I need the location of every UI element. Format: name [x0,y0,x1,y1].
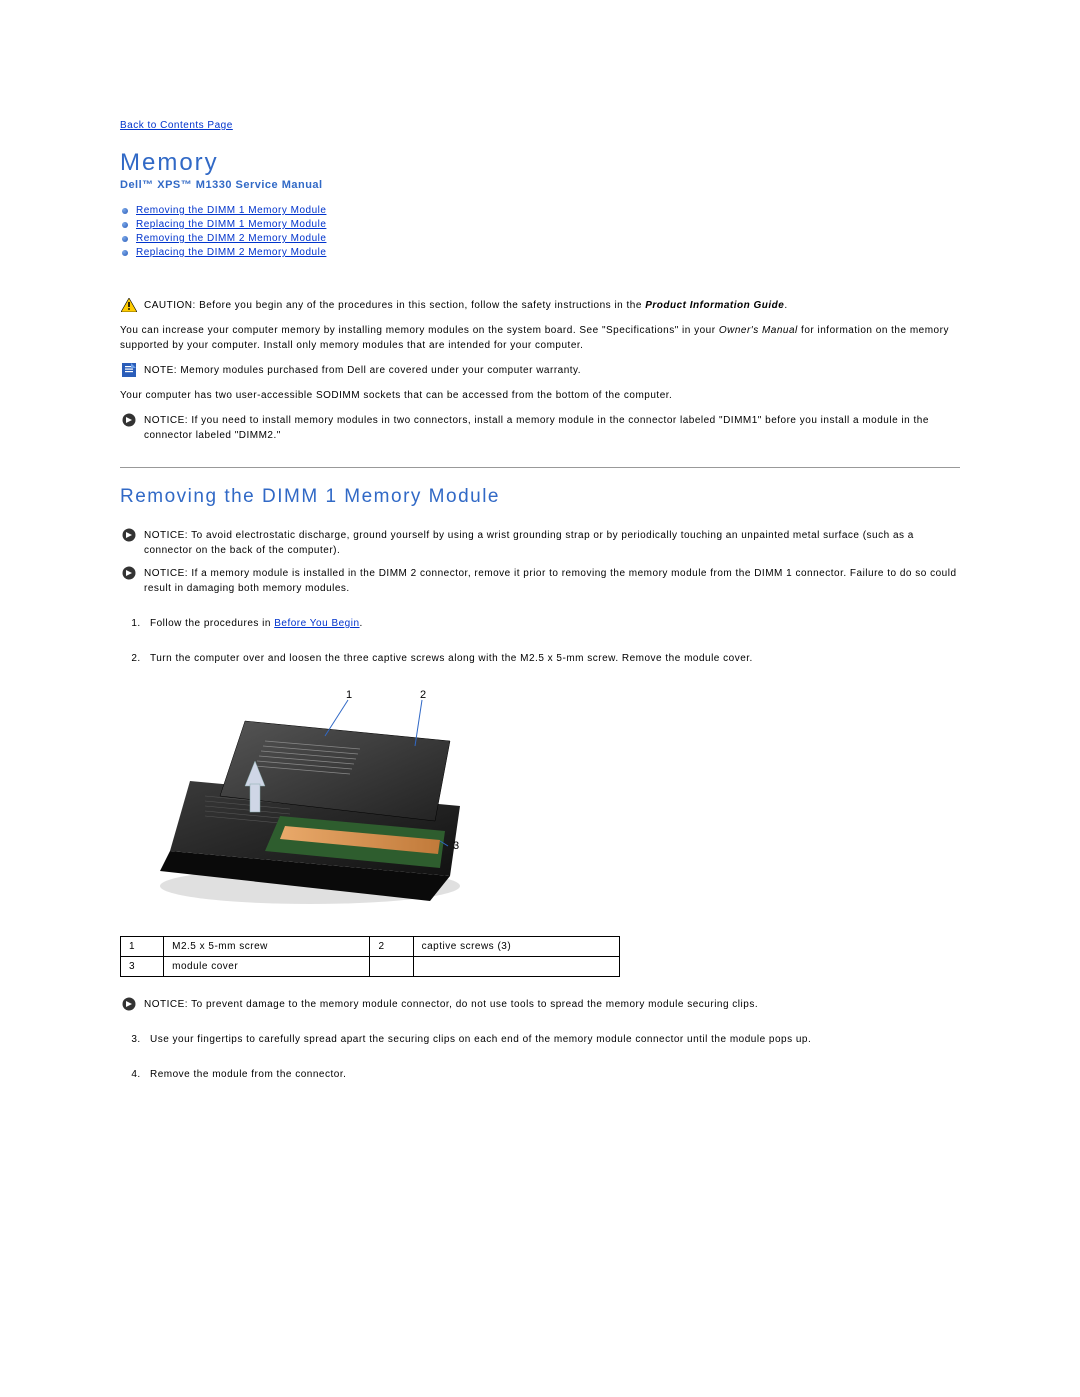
procedure-steps: Follow the procedures in Before You Begi… [120,616,960,666]
notice-icon [120,528,138,542]
p1-em: Owner's Manual [719,325,798,336]
figure-label-3: 3 [453,840,460,852]
notice2-text: To avoid electrostatic discharge, ground… [144,530,914,556]
notice1-text: If you need to install memory modules in… [144,415,929,441]
note-callout: NOTE: Memory modules purchased from Dell… [120,363,960,378]
notice-callout-2: NOTICE: To avoid electrostatic discharge… [120,528,960,558]
page-subtitle: Dell™ XPS™ M1330 Service Manual [120,179,960,191]
notice-label: NOTICE: [144,568,191,579]
section-heading-dimm1-remove: Removing the DIMM 1 Memory Module [120,486,960,508]
toc-link-dimm1-remove[interactable]: Removing the DIMM 1 Memory Module [136,205,326,216]
section-divider [120,467,960,468]
p1-pre: You can increase your computer memory by… [120,325,719,336]
legend-label: module cover [164,957,370,977]
intro-paragraph-1: You can increase your computer memory by… [120,323,960,353]
table-of-contents: Removing the DIMM 1 Memory Module Replac… [120,205,960,258]
step-1: Follow the procedures in Before You Begi… [144,616,960,631]
step1-post: . [360,618,363,629]
legend-label: M2.5 x 5-mm screw [164,937,370,957]
notice-label: NOTICE: [144,415,191,426]
legend-num: 1 [121,937,164,957]
legend-num: 2 [370,937,413,957]
notice-label: NOTICE: [144,999,191,1010]
notice-icon [120,566,138,580]
notice3-text: If a memory module is installed in the D… [144,568,957,594]
step-2: Turn the computer over and loosen the th… [144,651,960,666]
notice-callout-3: NOTICE: If a memory module is installed … [120,566,960,596]
notice4-text: To prevent damage to the memory module c… [191,999,758,1010]
before-you-begin-link[interactable]: Before You Begin [274,618,359,629]
caution-callout: CAUTION: Before you begin any of the pro… [120,298,960,313]
intro-paragraph-2: Your computer has two user-accessible SO… [120,388,960,403]
note-text: Memory modules purchased from Dell are c… [180,365,581,376]
note-label: NOTE: [144,365,180,376]
figure-legend-table: 1 M2.5 x 5-mm screw 2 captive screws (3)… [120,936,620,977]
legend-num: 3 [121,957,164,977]
page-container: Back to Contents Page Memory Dell™ XPS™ … [0,0,1080,1162]
caution-text-em: Product Information Guide [645,300,784,311]
legend-empty [370,957,413,977]
caution-text-pre: Before you begin any of the procedures i… [199,300,645,311]
figure-label-2: 2 [420,689,427,701]
legend-empty [413,957,619,977]
notice-callout-4: NOTICE: To prevent damage to the memory … [120,997,960,1012]
caution-text-post: . [784,300,787,311]
step1-pre: Follow the procedures in [150,618,274,629]
table-row: 3 module cover [121,957,620,977]
notice-label: NOTICE: [144,530,191,541]
notice-icon [120,997,138,1011]
notice-icon [120,413,138,427]
caution-label: CAUTION: [144,300,199,311]
legend-label: captive screws (3) [413,937,619,957]
toc-link-dimm1-replace[interactable]: Replacing the DIMM 1 Memory Module [136,219,326,230]
toc-link-dimm2-replace[interactable]: Replacing the DIMM 2 Memory Module [136,247,326,258]
procedure-steps-continued: Use your fingertips to carefully spread … [120,1032,960,1082]
step-3: Use your fingertips to carefully spread … [144,1032,960,1047]
notice-callout-1: NOTICE: If you need to install memory mo… [120,413,960,443]
table-row: 1 M2.5 x 5-mm screw 2 captive screws (3) [121,937,620,957]
step-4: Remove the module from the connector. [144,1067,960,1082]
caution-icon [120,298,138,312]
module-cover-figure: 1 2 3 [150,686,470,916]
toc-link-dimm2-remove[interactable]: Removing the DIMM 2 Memory Module [136,233,326,244]
back-to-contents-link[interactable]: Back to Contents Page [120,120,233,131]
note-icon [120,363,138,377]
page-title: Memory [120,149,960,177]
figure-label-1: 1 [346,689,353,701]
